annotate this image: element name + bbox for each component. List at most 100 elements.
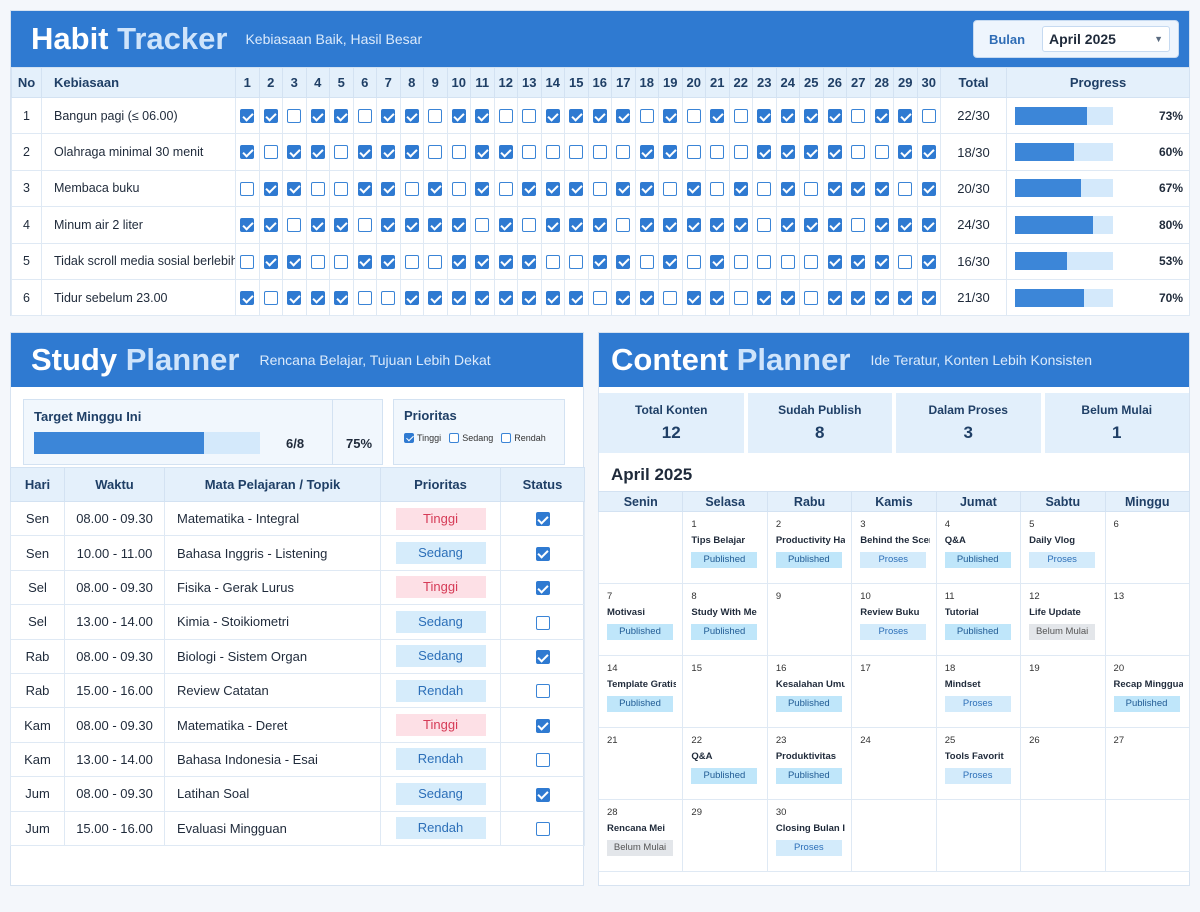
checkbox-icon[interactable] [535,546,550,561]
calendar-day-cell[interactable]: 22 Q&A Published [682,727,768,800]
checkbox-icon[interactable] [592,254,607,269]
checkbox-icon[interactable] [921,218,936,233]
checkbox-icon[interactable] [686,254,701,269]
calendar-day-cell[interactable]: 5 Daily Vlog Proses [1020,511,1106,584]
checkbox-icon[interactable] [498,181,513,196]
checkbox-icon[interactable] [921,254,936,269]
checkbox-icon[interactable] [357,218,372,233]
checkbox-icon[interactable] [663,291,678,305]
checkbox-icon[interactable] [733,218,748,233]
checkbox-icon[interactable] [757,109,772,124]
checkbox-icon[interactable] [287,218,302,233]
checkbox-icon[interactable] [451,109,466,124]
checkbox-icon[interactable] [535,581,550,596]
calendar-day-cell[interactable]: 30 Closing Bulan Ini Proses [766,799,853,872]
checkbox-icon[interactable] [310,218,325,233]
checkbox-icon[interactable] [357,254,372,269]
checkbox-icon[interactable] [240,145,255,160]
calendar-day-cell[interactable]: 18 Mindset Proses [935,655,1022,728]
checkbox-icon[interactable] [663,145,678,160]
checkbox-icon[interactable] [240,181,255,196]
checkbox-icon[interactable] [733,181,748,196]
checkbox-icon[interactable] [535,512,550,527]
checkbox-icon[interactable] [686,109,701,124]
checkbox-icon[interactable] [287,181,302,196]
checkbox-icon[interactable] [827,254,842,269]
checkbox-icon[interactable] [498,109,513,124]
checkbox-icon[interactable] [639,109,654,124]
checkbox-icon[interactable] [663,254,678,269]
checkbox-icon[interactable] [381,109,396,124]
checkbox-icon[interactable] [898,218,913,233]
checkbox-icon[interactable] [475,109,490,124]
calendar-day-cell[interactable]: 8 Study With Me Published [682,583,768,656]
checkbox-icon[interactable] [545,109,560,124]
checkbox-icon[interactable] [663,109,678,124]
checkbox-icon[interactable] [287,109,302,124]
checkbox-icon[interactable] [898,145,913,160]
checkbox-icon[interactable] [381,145,396,160]
checkbox-icon[interactable] [616,254,631,269]
priority-option-sedang[interactable]: Sedang [449,433,493,443]
checkbox-icon[interactable] [616,181,631,196]
checkbox-icon[interactable] [451,218,466,233]
checkbox-icon[interactable] [569,181,584,196]
checkbox-icon[interactable] [733,145,748,160]
priority-option-tinggi[interactable]: Tinggi [404,433,441,443]
checkbox-icon[interactable] [334,254,349,269]
checkbox-icon[interactable] [334,291,349,305]
checkbox-icon[interactable] [639,254,654,269]
checkbox-icon[interactable] [780,109,795,124]
checkbox-icon[interactable] [404,109,419,124]
checkbox-icon[interactable] [451,254,466,269]
checkbox-icon[interactable] [569,109,584,124]
calendar-day-cell[interactable]: 11 Tutorial Published [935,583,1022,656]
checkbox-icon[interactable] [240,291,255,305]
calendar-day-cell[interactable]: 26 [1020,727,1106,800]
checkbox-icon[interactable] [921,145,936,160]
checkbox-icon[interactable] [498,218,513,233]
checkbox-icon[interactable] [921,109,936,124]
checkbox-icon[interactable] [569,254,584,269]
checkbox-icon[interactable] [898,291,913,305]
checkbox-icon[interactable] [710,181,725,196]
checkbox-icon[interactable] [545,145,560,160]
checkbox-icon[interactable] [535,821,550,836]
checkbox-icon[interactable] [381,254,396,269]
checkbox-icon[interactable] [874,254,889,269]
checkbox-icon[interactable] [710,291,725,305]
checkbox-icon[interactable] [780,218,795,233]
checkbox-icon[interactable] [475,181,490,196]
checkbox-icon[interactable] [757,254,772,269]
checkbox-icon[interactable] [898,109,913,124]
checkbox-icon[interactable] [686,291,701,305]
checkbox-icon[interactable] [616,291,631,305]
checkbox-icon[interactable] [898,181,913,196]
calendar-day-cell[interactable]: 15 [682,655,768,728]
checkbox-icon[interactable] [428,145,443,160]
checkbox-icon[interactable] [639,145,654,160]
checkbox-icon[interactable] [804,181,819,196]
checkbox-icon[interactable] [780,291,795,305]
checkbox-icon[interactable] [522,254,537,269]
checkbox-icon[interactable] [851,291,866,305]
checkbox-icon[interactable] [522,218,537,233]
checkbox-icon[interactable] [240,254,255,269]
checkbox-icon[interactable] [357,145,372,160]
checkbox-icon[interactable] [757,145,772,160]
checkbox-icon[interactable] [616,145,631,160]
checkbox-icon[interactable] [851,145,866,160]
checkbox-icon[interactable] [498,145,513,160]
calendar-day-cell[interactable]: 19 [1020,655,1106,728]
calendar-day-cell[interactable]: 12 Life Update Belum Mulai [1020,583,1106,656]
calendar-day-cell[interactable]: 20 Recap Mingguan Published [1104,655,1191,728]
checkbox-icon[interactable] [710,218,725,233]
checkbox-icon[interactable] [780,181,795,196]
checkbox-icon[interactable] [287,291,302,305]
checkbox-icon[interactable] [334,109,349,124]
checkbox-icon[interactable] [404,218,419,233]
checkbox-icon[interactable] [545,218,560,233]
checkbox-icon[interactable] [404,254,419,269]
checkbox-icon[interactable] [592,109,607,124]
checkbox-icon[interactable] [733,254,748,269]
